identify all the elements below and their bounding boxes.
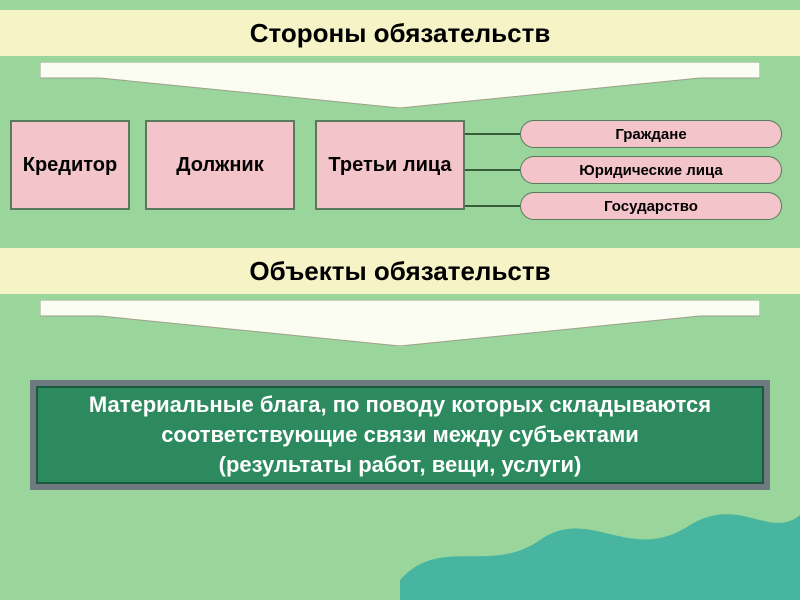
slide-root: Стороны обязательств КредиторДолжникТрет… xyxy=(0,0,800,600)
title-band-objects: Объекты обязательств xyxy=(0,248,800,294)
objects-description-box: Материальные блага, по поводу которых ск… xyxy=(30,380,770,490)
entity-pill-1: Юридические лица xyxy=(520,156,782,184)
title-objects: Объекты обязательств xyxy=(249,256,550,286)
objects-line-3: (результаты работ, вещи, услуги) xyxy=(89,450,711,480)
objects-line-1: Материальные блага, по поводу которых ск… xyxy=(89,390,711,420)
entity-pill-0: Граждане xyxy=(520,120,782,148)
entity-pill-2: Государство xyxy=(520,192,782,220)
objects-line-2: соответствующие связи между субъектами xyxy=(89,420,711,450)
arrow-down-objects xyxy=(40,300,760,346)
objects-description-text: Материальные блага, по поводу которых ск… xyxy=(89,390,711,479)
